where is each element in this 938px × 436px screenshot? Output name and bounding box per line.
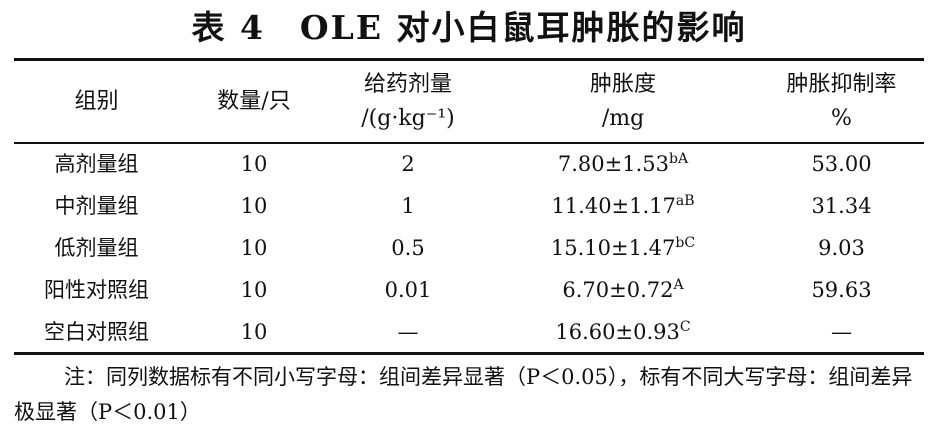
cell-swelling: 15.10±1.47bC	[550, 235, 696, 260]
significance-mark: bA	[669, 151, 689, 167]
significance-mark: bC	[675, 235, 696, 251]
cell-group: 空白对照组	[44, 320, 149, 344]
cell-count: 10	[240, 194, 268, 218]
cell-dose: —	[397, 320, 419, 344]
cell-dose: 2	[401, 152, 415, 176]
cell-inhibition: 9.03	[818, 236, 865, 260]
table-note: 注：同列数据标有不同小写字母：组间差异显著（P＜0.05），标有不同大写字母：组…	[14, 365, 913, 424]
cell-swelling: 11.40±1.17aB	[551, 193, 695, 218]
cell-count: 10	[240, 320, 268, 344]
cell-group: 中剂量组	[54, 194, 139, 218]
header-row: 组别 数量/只 给药剂量/(g·kg⁻¹) 肿胀度/mg 肿胀抑制率%	[14, 61, 924, 143]
cell-count: 10	[240, 152, 268, 176]
cell-inhibition: 59.63	[811, 278, 872, 302]
cell-inhibition: —	[831, 320, 852, 344]
significance-mark: A	[673, 277, 684, 293]
top-rule	[14, 58, 924, 61]
cell-swelling: 16.60±0.93C	[555, 319, 691, 344]
cell-group: 高剂量组	[54, 152, 139, 176]
table-row: 阳性对照组 10 0.01 6.70±0.72A 59.63	[14, 269, 924, 311]
cell-group: 低剂量组	[54, 236, 139, 260]
bottom-rule	[14, 352, 924, 355]
cell-swelling: 7.80±1.53bA	[557, 151, 689, 176]
table-row: 低剂量组 10 0.5 15.10±1.47bC 9.03	[14, 227, 924, 269]
cell-count: 10	[240, 236, 268, 260]
cell-dose: 0.01	[384, 278, 432, 302]
header-dose: 给药剂量/(g·kg⁻¹)	[361, 72, 455, 131]
header-count: 数量/只	[217, 89, 291, 114]
cell-count: 10	[240, 278, 268, 302]
cell-swelling: 6.70±0.72A	[562, 277, 684, 302]
significance-mark: C	[679, 319, 691, 335]
header-inhibition: 肿胀抑制率%	[786, 72, 897, 131]
cell-group: 阳性对照组	[44, 278, 149, 302]
table-title: 表 4 OLE 对小白鼠耳肿胀的影响	[191, 8, 747, 47]
table-row: 中剂量组 10 1 11.40±1.17aB 31.34	[14, 185, 924, 227]
cell-inhibition: 31.34	[811, 194, 872, 218]
significance-mark: aB	[675, 193, 695, 209]
cell-dose: 0.5	[391, 236, 425, 260]
cell-inhibition: 53.00	[811, 152, 872, 176]
results-table: 组别 数量/只 给药剂量/(g·kg⁻¹) 肿胀度/mg 肿胀抑制率% 高剂量组…	[14, 61, 924, 353]
table-row: 空白对照组 10 — 16.60±0.93C —	[14, 311, 924, 353]
header-group: 组别	[74, 89, 119, 114]
cell-dose: 1	[401, 194, 415, 218]
header-swelling: 肿胀度/mg	[589, 72, 656, 131]
table-row: 高剂量组 10 2 7.80±1.53bA 53.00	[14, 143, 924, 185]
header-rule	[14, 142, 924, 144]
